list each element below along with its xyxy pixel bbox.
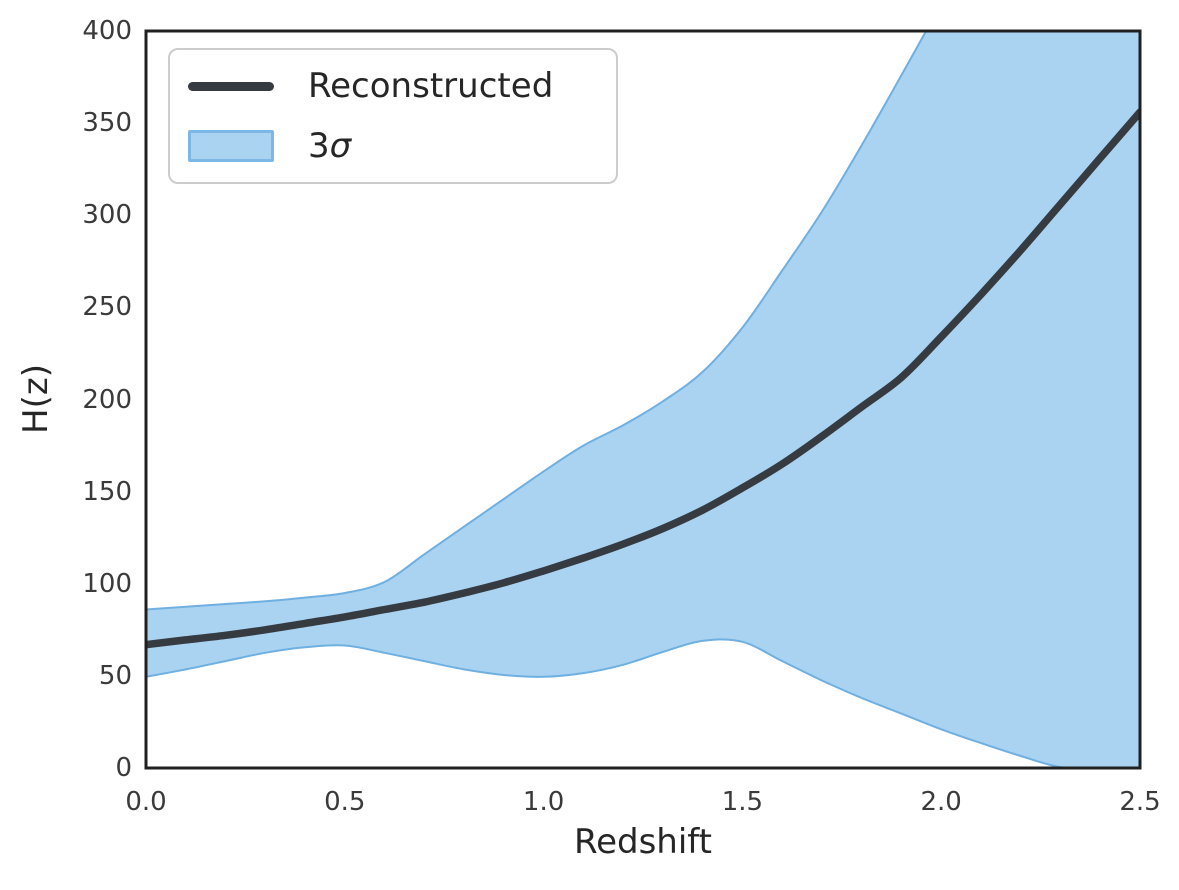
legend-entry-reconstructed: Reconstructed <box>188 63 616 109</box>
x-tick-label: 1.0 <box>522 787 565 817</box>
sigma-band-upper-edge <box>146 31 928 611</box>
y-tick-label: 350 <box>82 108 132 139</box>
x-tick-label: 0.0 <box>125 787 167 817</box>
x-tick-label: 2.5 <box>1119 787 1161 817</box>
sigma-band-area <box>146 31 1140 768</box>
x-tick-label: 2.0 <box>920 787 962 817</box>
x-tick-label: 1.5 <box>721 787 764 817</box>
y-tick-label: 400 <box>82 16 132 46</box>
y-axis-label: H(z) <box>16 364 56 434</box>
legend-label-sigma: 3σ <box>308 126 352 166</box>
legend-patch-swatch <box>188 130 274 162</box>
legend-entry-band: 3σ <box>188 123 616 169</box>
y-tick-label: 0 <box>115 753 132 783</box>
y-tick-label: 150 <box>82 476 132 507</box>
y-tick-label: 300 <box>82 200 132 231</box>
x-tick-label: 0.5 <box>324 787 366 817</box>
y-tick-label: 250 <box>82 292 132 323</box>
sigma-band-lower-edge <box>146 638 1140 768</box>
x-axis-label: Redshift <box>573 822 712 862</box>
legend-line-swatch <box>188 81 274 91</box>
y-tick-label: 100 <box>82 568 132 599</box>
legend-label-reconstructed: Reconstructed <box>308 66 554 106</box>
axes-frame <box>144 29 1142 770</box>
y-tick-label: 200 <box>82 384 132 415</box>
legend: Reconstructed 3σ <box>168 48 618 184</box>
y-tick-label: 50 <box>98 660 132 691</box>
reconstructed-line <box>146 108 1140 649</box>
